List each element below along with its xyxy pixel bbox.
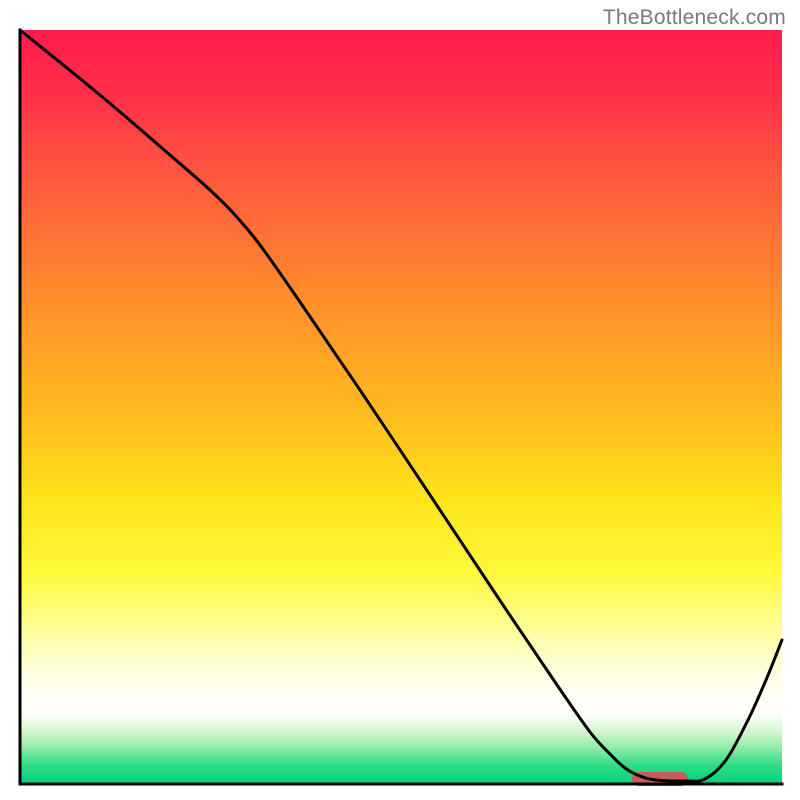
gradient-background: [20, 30, 782, 784]
chart-canvas: TheBottleneck.com: [0, 0, 800, 800]
plot-area: [20, 30, 782, 786]
watermark-text: TheBottleneck.com: [603, 6, 786, 30]
bottleneck-curve-chart: [0, 0, 800, 800]
